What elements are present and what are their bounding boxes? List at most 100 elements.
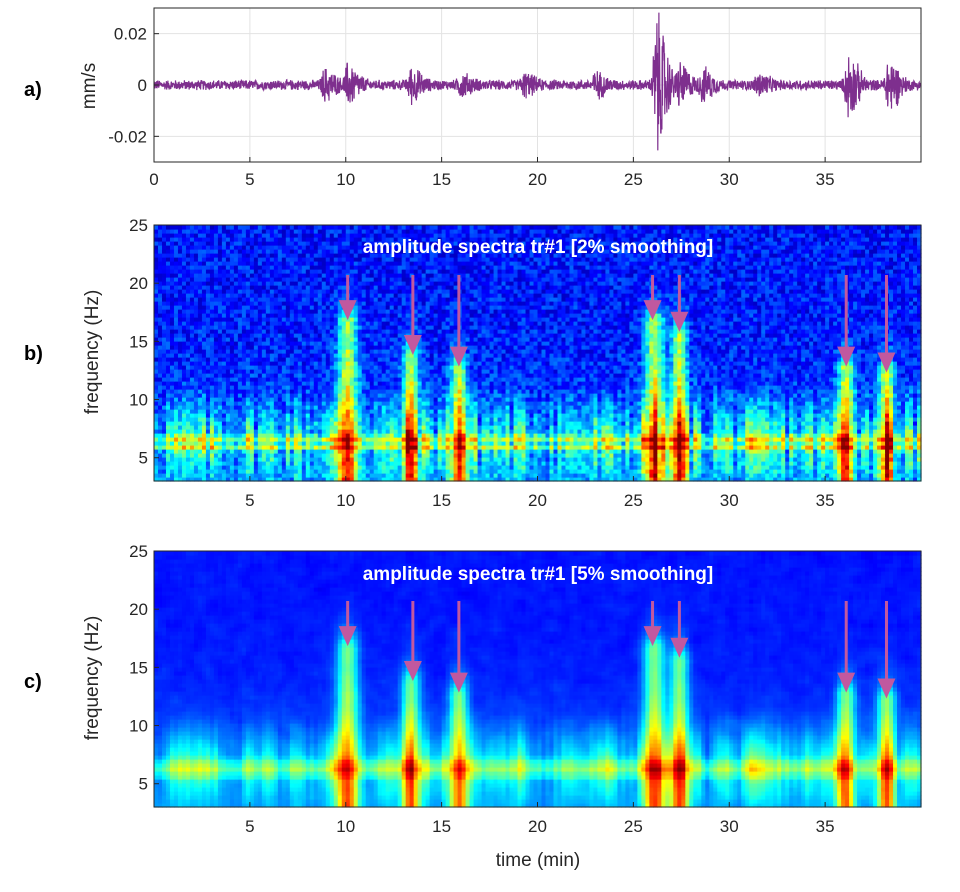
spectrogram-cell bbox=[334, 429, 339, 434]
spectrogram-cell bbox=[765, 397, 770, 402]
spectrogram-cell bbox=[254, 429, 259, 434]
spectrogram-cell bbox=[809, 405, 814, 410]
spectrogram-cell bbox=[561, 385, 566, 390]
spectrogram-cell bbox=[737, 417, 742, 422]
spectrogram-cell bbox=[705, 465, 710, 470]
spectrogram-cell bbox=[661, 389, 666, 394]
spectrogram-cell bbox=[661, 441, 666, 446]
spectrogram-cell bbox=[873, 397, 878, 402]
spectrogram-cell bbox=[653, 425, 658, 430]
spectrogram-cell bbox=[833, 381, 838, 386]
spectrogram-cell bbox=[222, 457, 227, 462]
spectrogram-cell bbox=[825, 429, 830, 434]
spectrogram-cell bbox=[797, 425, 802, 430]
spectrogram-cell bbox=[585, 417, 590, 422]
spectrogram-cell bbox=[697, 449, 702, 454]
spectrogram-cell bbox=[394, 417, 399, 422]
spectrogram-cell bbox=[885, 429, 890, 434]
spectrogram-cell bbox=[158, 377, 163, 382]
spectrogram-cell bbox=[242, 417, 247, 422]
spectrogram-cell bbox=[757, 377, 762, 382]
spectrogram-cell bbox=[653, 405, 658, 410]
spectrogram-cell bbox=[342, 461, 347, 466]
spectrogram-cell bbox=[450, 461, 455, 466]
spectrogram-cell bbox=[322, 457, 327, 462]
spectrogram-cell bbox=[522, 377, 527, 382]
spectrogram-cell bbox=[641, 381, 646, 386]
spectrogram-cell bbox=[294, 405, 299, 410]
spectrogram-cell bbox=[230, 449, 235, 454]
spectrogram-cell bbox=[354, 389, 359, 394]
spectrogram-cell bbox=[729, 445, 734, 450]
spectrogram-cell bbox=[330, 437, 335, 442]
spectrogram-cell bbox=[585, 453, 590, 458]
spectrogram-cell bbox=[538, 421, 543, 426]
spectrogram-cell bbox=[234, 405, 239, 410]
spectrogram-cell bbox=[549, 445, 554, 450]
spectrogram-cell bbox=[673, 413, 678, 418]
spectrogram-cell bbox=[346, 397, 351, 402]
spectrogram-cell bbox=[238, 469, 243, 474]
spectrogram-cell bbox=[222, 461, 227, 466]
spectrogram-cell bbox=[158, 385, 163, 390]
spectrogram-cell bbox=[382, 469, 387, 474]
spectrogram-cell bbox=[621, 473, 626, 478]
spectrogram-cell bbox=[853, 421, 858, 426]
spectrogram-cell bbox=[254, 469, 259, 474]
spectrogram-cell bbox=[258, 397, 263, 402]
spectrogram-cell bbox=[741, 377, 746, 382]
spectrogram-cell bbox=[769, 473, 774, 478]
spectrogram-cell bbox=[681, 445, 686, 450]
spectrogram-cell bbox=[901, 389, 906, 394]
spectrogram-cell bbox=[394, 405, 399, 410]
spectrogram-cell bbox=[166, 437, 171, 442]
spectrogram-cell bbox=[901, 437, 906, 442]
spectrogram-cell bbox=[498, 417, 503, 422]
spectrogram-cell bbox=[294, 421, 299, 426]
spectrogram-cell bbox=[450, 389, 455, 394]
spectrogram-cell bbox=[242, 421, 247, 426]
spectrogram-cell bbox=[781, 425, 786, 430]
spectrogram-cell bbox=[669, 453, 674, 458]
spectrogram-cell bbox=[282, 437, 287, 442]
spectrogram-cell bbox=[326, 417, 331, 422]
spectrogram-cell bbox=[861, 465, 866, 470]
spectrogram-cell bbox=[873, 409, 878, 414]
spectrogram-cell bbox=[665, 401, 670, 406]
spectrogram-cell bbox=[661, 445, 666, 450]
spectrogram-cell bbox=[845, 445, 850, 450]
spectrogram-cell bbox=[609, 409, 614, 414]
spectrogram-cell bbox=[673, 397, 678, 402]
spectrogram-cell bbox=[326, 453, 331, 458]
spectrogram-cell bbox=[190, 437, 195, 442]
spectrogram-cell bbox=[206, 461, 211, 466]
spectrogram-cell bbox=[653, 461, 658, 466]
spectrogram-cell bbox=[218, 425, 223, 430]
spectrogram-cell bbox=[757, 397, 762, 402]
spectrogram-cell bbox=[314, 389, 319, 394]
spectrogram-cell bbox=[641, 421, 646, 426]
spectrogram-cell bbox=[306, 417, 311, 422]
spectrogram-cell bbox=[358, 417, 363, 422]
spectrogram-cell bbox=[617, 449, 622, 454]
spectrogram-cell bbox=[881, 425, 886, 430]
spectrogram-cell bbox=[601, 421, 606, 426]
spectrogram-cell bbox=[701, 461, 706, 466]
spectrogram-cell bbox=[893, 429, 898, 434]
spectrogram-cell bbox=[270, 433, 275, 438]
spectrogram-cell bbox=[370, 425, 375, 430]
spectrogram-cell bbox=[442, 389, 447, 394]
spectrogram-cell bbox=[274, 421, 279, 426]
spectrogram-cell bbox=[226, 441, 231, 446]
spectrogram-cell bbox=[673, 453, 678, 458]
spectrogram-cell bbox=[526, 457, 531, 462]
spectrogram-cell bbox=[526, 449, 531, 454]
spectrogram-cell bbox=[813, 453, 818, 458]
spectrogram-cell bbox=[418, 385, 423, 390]
spectrogram-cell bbox=[398, 433, 403, 438]
spectrogram-cell bbox=[434, 397, 439, 402]
spectrogram-cell bbox=[506, 389, 511, 394]
spectrogram-cell bbox=[426, 409, 431, 414]
spectrogram-cell bbox=[881, 393, 886, 398]
spectrogram-cell bbox=[581, 453, 586, 458]
